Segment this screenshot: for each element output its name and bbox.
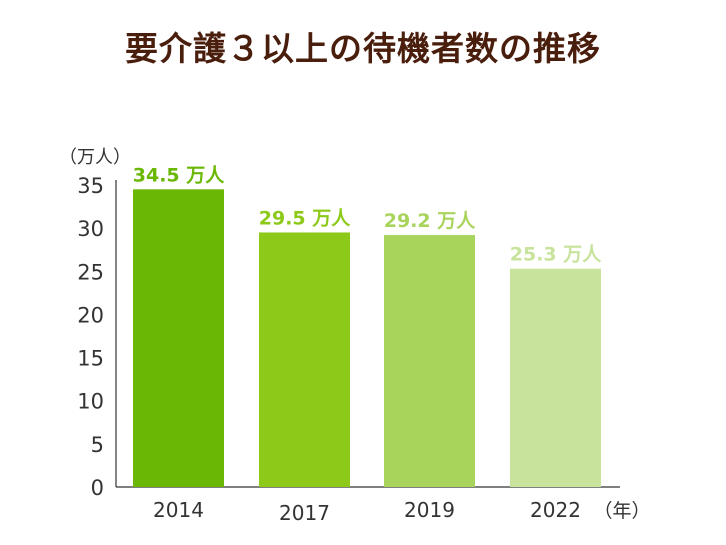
y-tick-label: 10 [77,390,104,414]
data-label: 29.5 万人 [259,207,351,229]
bar-2019 [384,235,475,487]
x-tick-label: 2019 [404,498,455,522]
data-label: 29.2 万人 [384,210,476,232]
x-axis-label: （年） [593,500,650,522]
data-label: 34.5 万人 [133,164,225,186]
y-tick-label: 15 [77,347,104,371]
y-tick-label: 0 [91,476,104,500]
y-tick-label: 25 [77,260,104,284]
chart-title: 要介護３以上の待機者数の推移 [125,29,601,68]
bar-2022 [510,268,601,487]
y-tick-label: 35 [77,174,104,198]
x-tick-label: 2022 [530,498,581,522]
y-tick-label: 20 [77,303,104,327]
y-tick-label: 30 [77,217,104,241]
data-label: 25.3 万人 [510,244,602,266]
x-tick-label: 2014 [153,498,204,522]
y-axis-label: （万人） [59,147,131,168]
bar-2017 [259,232,350,487]
bar-2014 [133,189,224,488]
x-tick-label: 2017 [279,501,330,525]
y-tick-label: 5 [91,433,104,457]
